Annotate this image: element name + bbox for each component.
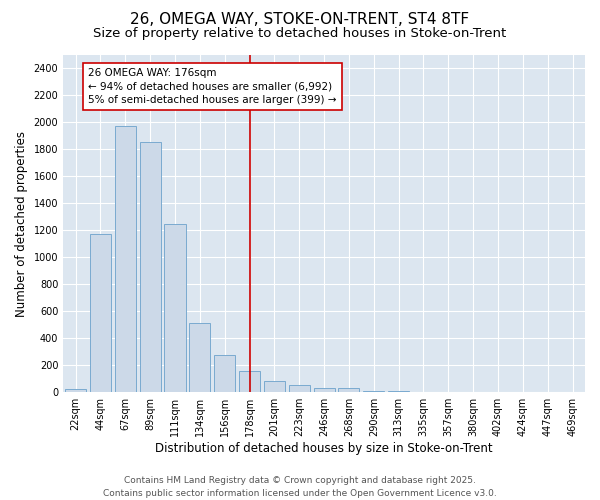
Text: Size of property relative to detached houses in Stoke-on-Trent: Size of property relative to detached ho… [94,28,506,40]
Bar [239,372,260,392]
Bar [388,391,409,392]
Bar [214,355,235,392]
Bar [90,234,111,392]
X-axis label: Distribution of detached houses by size in Stoke-on-Trent: Distribution of detached houses by size … [155,442,493,455]
Bar [338,388,359,392]
Bar [164,224,185,392]
Y-axis label: Number of detached properties: Number of detached properties [15,130,28,316]
Bar [115,126,136,392]
Bar [65,389,86,392]
Text: Contains HM Land Registry data © Crown copyright and database right 2025.
Contai: Contains HM Land Registry data © Crown c… [103,476,497,498]
Bar [314,388,335,392]
Bar [363,391,385,392]
Bar [289,386,310,392]
Text: 26, OMEGA WAY, STOKE-ON-TRENT, ST4 8TF: 26, OMEGA WAY, STOKE-ON-TRENT, ST4 8TF [130,12,470,28]
Bar [140,142,161,392]
Text: 26 OMEGA WAY: 176sqm
← 94% of detached houses are smaller (6,992)
5% of semi-det: 26 OMEGA WAY: 176sqm ← 94% of detached h… [88,68,337,105]
Bar [189,322,211,392]
Bar [264,380,285,392]
